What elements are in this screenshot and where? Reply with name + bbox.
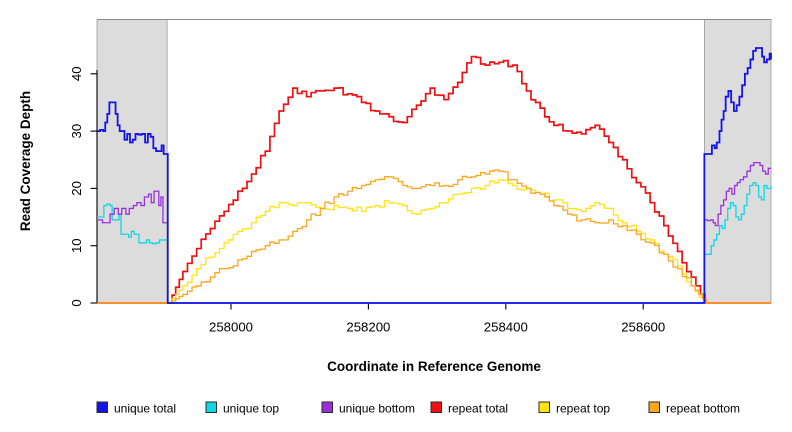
legend-label: repeat bottom bbox=[666, 402, 740, 416]
y-tick-label: 30 bbox=[69, 124, 84, 139]
legend-item: unique top bbox=[205, 401, 279, 416]
shaded-region bbox=[96, 19, 168, 304]
x-tick-label: 258000 bbox=[209, 320, 253, 335]
x-axis-title: Coordinate in Reference Genome bbox=[327, 359, 541, 374]
legend-label: repeat total bbox=[448, 402, 508, 416]
series-line-repeat-bottom bbox=[97, 169, 771, 304]
legend: unique total unique top unique bottom repea… bbox=[96, 401, 740, 416]
y-tick-label: 20 bbox=[69, 181, 84, 196]
legend-swatch-unique-bottom bbox=[321, 401, 333, 413]
y-axis-title: Read Coverage Depth bbox=[18, 91, 33, 231]
legend-item: unique bottom bbox=[321, 401, 415, 416]
legend-swatch-repeat-bottom bbox=[648, 401, 660, 413]
y-tick-label: 40 bbox=[69, 66, 84, 81]
legend-item: repeat bottom bbox=[648, 401, 740, 416]
legend-label: unique bottom bbox=[339, 402, 415, 416]
series-line-repeat-total bbox=[97, 55, 771, 304]
series-line-repeat-top bbox=[97, 179, 771, 304]
legend-label: unique top bbox=[223, 402, 279, 416]
shaded-region bbox=[704, 19, 772, 304]
y-tick-label: 0 bbox=[69, 299, 84, 306]
legend-swatch-unique-top bbox=[205, 401, 217, 413]
legend-swatch-repeat-top bbox=[538, 401, 550, 413]
x-tick-label: 258600 bbox=[621, 320, 665, 335]
legend-swatch-unique-total bbox=[96, 401, 108, 413]
series-line-unique-bottom bbox=[97, 161, 771, 304]
legend-label: repeat top bbox=[556, 402, 610, 416]
x-tick-label: 258200 bbox=[346, 320, 390, 335]
series-lines bbox=[97, 47, 772, 304]
legend-item: unique total bbox=[96, 401, 176, 416]
y-tick-label: 10 bbox=[69, 238, 84, 253]
series-line-unique-top bbox=[97, 182, 772, 304]
x-tick-label: 258400 bbox=[484, 320, 528, 335]
legend-swatch-repeat-total bbox=[430, 401, 442, 413]
shaded-regions bbox=[96, 19, 772, 304]
series-line-unique-total bbox=[97, 47, 772, 304]
legend-item: repeat total bbox=[430, 401, 508, 416]
legend-item: repeat top bbox=[538, 401, 610, 416]
legend-label: unique total bbox=[114, 402, 176, 416]
axes: 258000 258200 258400 258600 0 10 20 30 40 bbox=[69, 18, 771, 335]
